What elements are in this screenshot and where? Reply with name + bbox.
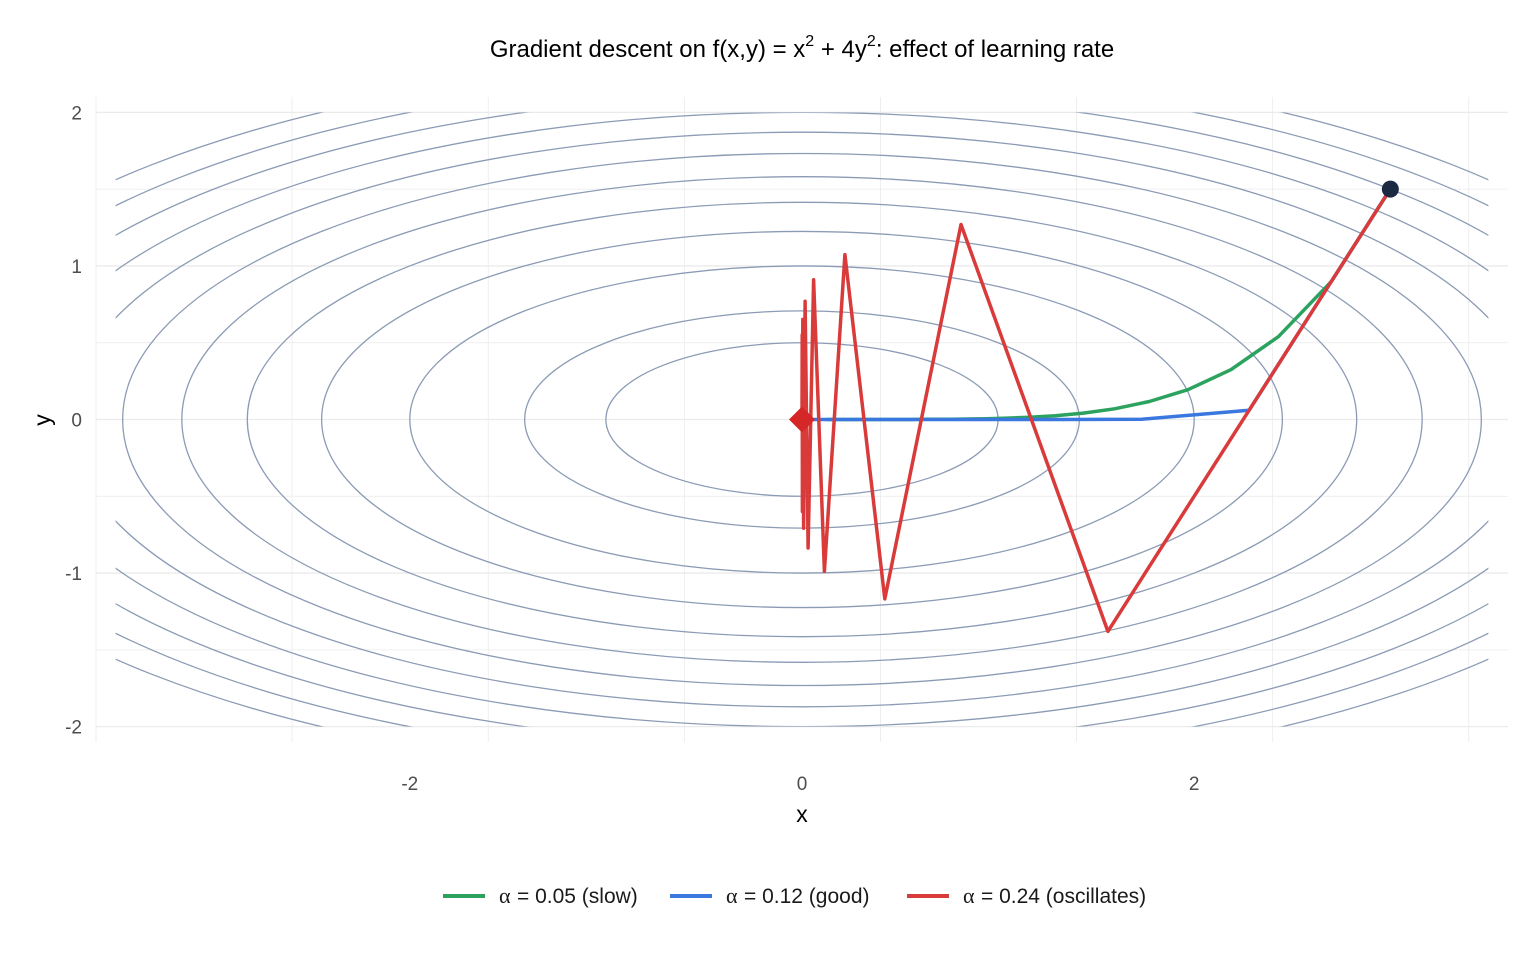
title-suffix: : effect of learning rate [876,36,1114,63]
legend: α = 0.05 (slow) α = 0.12 (good) α = 0.24 (osc… [443,883,1146,908]
legend-symbol-0: α [499,883,511,908]
x-axis-title: x [796,801,808,827]
contour-line [246,201,1358,638]
title-middle: + 4y [814,36,867,63]
contour-line [115,131,1489,708]
y-tick-label: 1 [71,257,82,278]
y-tick-label: -1 [65,564,82,585]
x-tick-label: 2 [1189,774,1200,795]
legend-label-0: = 0.05 (slow) [517,885,638,908]
y-axis-title: y [29,414,55,426]
chart-title: Gradient descent on f(x,y) = x2 + 4y2: e… [490,33,1114,63]
x-tick-label: -2 [401,774,418,795]
series-paths [800,187,1393,634]
legend-symbol-1: α [726,883,738,908]
contour-line [122,152,1482,687]
x-tick-label: 0 [797,774,808,795]
title-superscript-1: 2 [805,33,814,50]
legend-label-1: = 0.12 (good) [744,885,870,908]
point-markers [789,180,1399,433]
legend-symbol-2: α [963,883,975,908]
series-line-0 [825,187,1393,422]
contour-line [320,230,1284,609]
y-tick-label: -2 [65,718,82,739]
series-line-2 [800,187,1393,634]
title-prefix: Gradient descent on f(x,y) = x [490,36,805,63]
contour-line [115,112,1489,727]
contour-line [181,176,1423,663]
series-line-1 [800,187,1393,422]
tick-labels: -2 0 2 -2 -1 0 1 2 [65,103,1199,795]
legend-label-2: = 0.24 (oscillates) [981,885,1146,908]
y-tick-label: 2 [71,103,82,124]
start-point-marker [1381,180,1399,198]
title-superscript-2: 2 [867,33,876,50]
minimum-marker [789,406,815,433]
y-tick-label: 0 [71,411,82,432]
contour-line [409,265,1195,574]
